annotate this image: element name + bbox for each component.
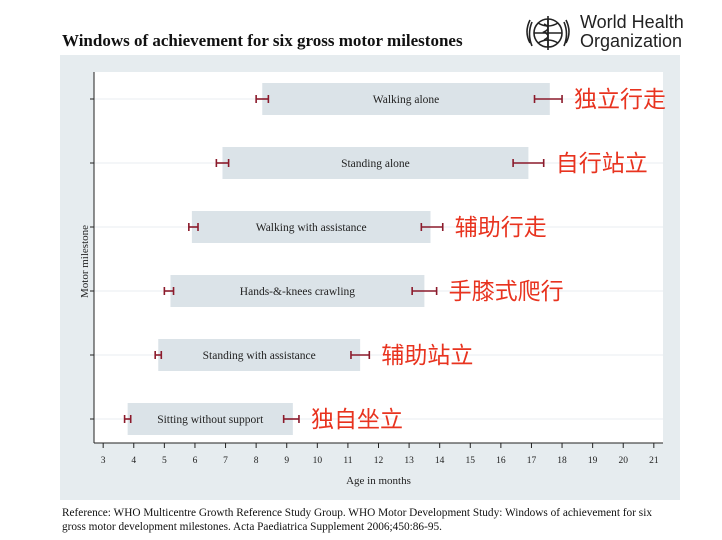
x-tick-label: 14 xyxy=(435,456,445,466)
organization-name-line2: Organization xyxy=(580,31,683,51)
milestone-bar xyxy=(127,403,293,435)
milestone-bar xyxy=(191,211,431,243)
x-tick-label: 4 xyxy=(131,456,136,466)
milestone-bar xyxy=(158,339,361,371)
x-tick-label: 6 xyxy=(193,456,198,466)
milestone-label: Walking alone xyxy=(373,94,439,106)
organization-name-line1: World Health xyxy=(580,12,684,32)
milestone-label: Walking with assistance xyxy=(256,222,367,234)
reference-text: Reference: WHO Multicentre Growth Refere… xyxy=(62,507,652,533)
milestone-chinese-label: 辅助行走 xyxy=(455,215,547,241)
who-emblem-icon xyxy=(526,16,570,50)
x-tick-label: 12 xyxy=(374,456,384,466)
milestone-chinese-label: 手膝式爬行 xyxy=(449,279,564,305)
x-tick-label: 21 xyxy=(649,456,659,466)
x-tick-label: 16 xyxy=(496,456,506,466)
milestone-label: Standing alone xyxy=(341,158,410,170)
milestone-label: Hands-&-knees crawling xyxy=(240,286,356,298)
milestone-chart: 3 4 5 6 7 8 9 10 11 12 13 14 15 16 17 18 19 20 21 Age in mo… xyxy=(60,55,680,500)
x-tick-label: 3 xyxy=(101,456,106,466)
milestone-chinese-label: 辅助站立 xyxy=(381,343,473,369)
milestone-label: Sitting without support xyxy=(157,414,264,426)
x-tick-label: 15 xyxy=(466,456,476,466)
x-tick-label: 9 xyxy=(284,456,289,466)
who-emblem-icon xyxy=(526,16,570,50)
x-tick-label: 5 xyxy=(162,456,167,466)
x-axis-title: Age in months xyxy=(346,475,411,487)
x-tick-label: 13 xyxy=(404,456,414,466)
milestone-chinese-label: 独自坐立 xyxy=(311,407,403,433)
milestone-bar xyxy=(222,147,529,179)
x-tick-label: 17 xyxy=(527,456,537,466)
x-tick-label: 11 xyxy=(343,456,352,466)
x-tick-label: 18 xyxy=(557,456,567,466)
page-title: Windows of achievement for six gross mot… xyxy=(62,31,463,50)
milestone-bar xyxy=(262,83,550,115)
x-tick-label: 19 xyxy=(588,456,598,466)
x-tick-label: 20 xyxy=(618,456,628,466)
x-tick-label: 8 xyxy=(254,456,259,466)
milestone-chinese-label: 自行站立 xyxy=(556,151,648,177)
organization-name: World Health Organization xyxy=(580,13,684,51)
milestone-bar xyxy=(170,275,425,307)
x-tick-label: 10 xyxy=(313,456,323,466)
x-tick-label: 7 xyxy=(223,456,228,466)
milestone-chinese-label: 独立行走 xyxy=(574,87,666,113)
plot-area xyxy=(94,72,663,443)
milestone-label: Standing with assistance xyxy=(203,350,316,362)
y-axis-title: Motor milestone xyxy=(79,225,91,298)
